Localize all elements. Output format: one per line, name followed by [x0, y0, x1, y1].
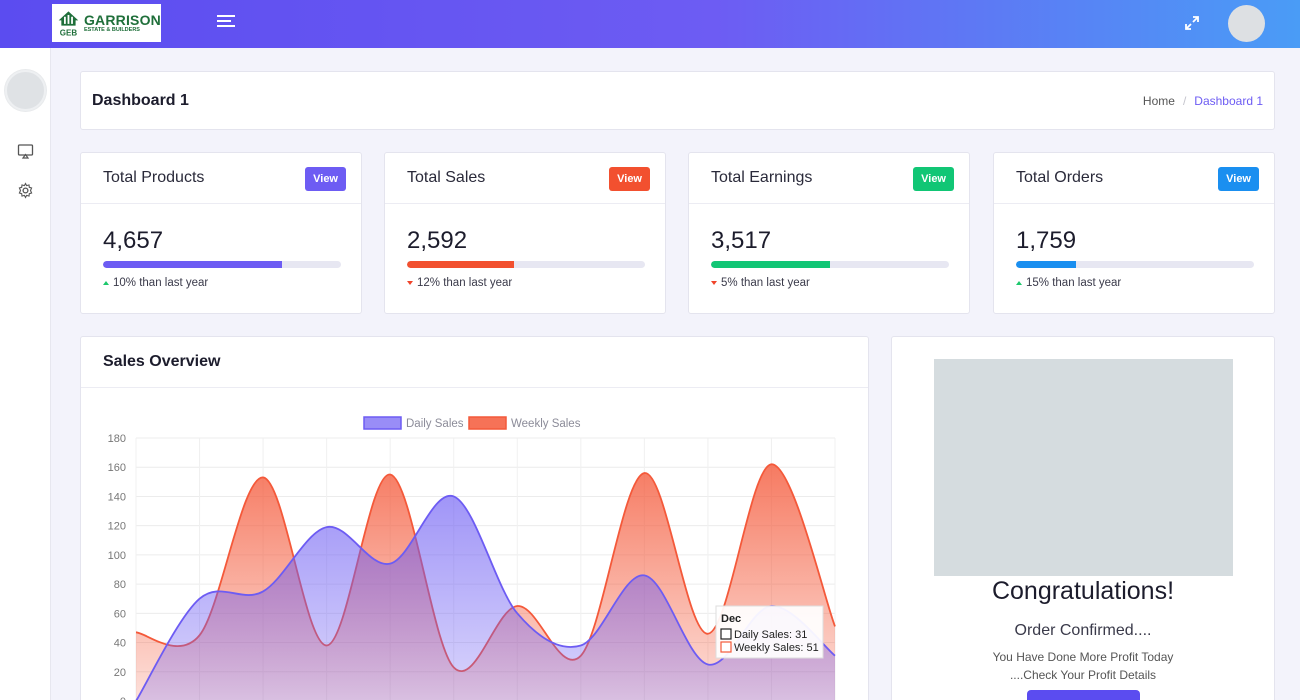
stat-card-products: Total Products View 4,657 10% than last … [80, 152, 362, 314]
legend-label: Daily Sales [406, 418, 464, 430]
tooltip-swatch [720, 641, 732, 653]
sidebar-avatar[interactable] [5, 70, 46, 111]
menu-icon-line [217, 25, 235, 27]
stat-value: 2,592 [407, 227, 468, 254]
trend-up-icon [1016, 281, 1022, 285]
progress-bar [711, 261, 949, 268]
progress-bar [1016, 261, 1254, 268]
stat-trend: 10% than last year [103, 277, 208, 289]
stat-title: Total Earnings [711, 169, 813, 186]
progress-bar-fill [711, 261, 830, 268]
tooltip-line: Daily Sales: 31 [734, 629, 807, 641]
congrats-line-1: You Have Done More Profit Today [992, 650, 1174, 664]
trend-down-icon [711, 281, 717, 285]
legend-label: Weekly Sales [511, 418, 581, 430]
logo-mark-icon: GEB [56, 7, 81, 39]
y-tick-label: 120 [108, 521, 126, 533]
congrats-title: Congratulations! [991, 577, 1175, 605]
top-navbar: GEB GARRISON ESTATE & BUILDERS [0, 0, 1300, 48]
progress-bar-fill [103, 261, 282, 268]
legend-swatch [468, 416, 507, 430]
stat-trend: 5% than last year [711, 277, 810, 289]
stat-value: 4,657 [103, 227, 164, 254]
y-tick-label: 100 [108, 550, 126, 562]
chart-title: Sales Overview [103, 353, 221, 370]
logo-mark-text: GEB [60, 28, 78, 37]
view-orders-button[interactable]: View [1218, 167, 1259, 191]
stat-value: 3,517 [711, 227, 772, 254]
congrats-line-2: ....Check Your Profit Details [1009, 668, 1157, 682]
y-tick-label: 20 [114, 667, 126, 679]
progress-bar [103, 261, 341, 268]
stat-card-sales: Total Sales View 2,592 12% than last yea… [384, 152, 666, 314]
logo-subtitle: ESTATE & BUILDERS [83, 26, 140, 33]
series-area-0 [136, 496, 835, 700]
breadcrumb-current: Dashboard 1 [1194, 94, 1263, 108]
stat-value: 1,759 [1016, 227, 1077, 254]
logo-title: GARRISON [83, 11, 161, 28]
y-tick-label: 140 [108, 491, 126, 503]
y-tick-label: 60 [114, 608, 126, 620]
page-header: Dashboard 1 Home / Dashboard 1 [80, 71, 1275, 130]
stat-note: 10% than last year [113, 277, 209, 289]
view-earnings-button[interactable]: View [913, 167, 954, 191]
breadcrumb-home-link[interactable]: Home [1142, 94, 1175, 108]
trend-up-icon [103, 281, 109, 285]
progress-bar [407, 261, 645, 268]
progress-bar-fill [1016, 261, 1076, 268]
view-sales-button[interactable]: View [609, 167, 650, 191]
stat-trend: 15% than last year [1016, 277, 1121, 289]
y-tick-label: 40 [114, 638, 126, 650]
progress-bar-fill [407, 261, 515, 268]
trend-down-icon [407, 281, 413, 285]
stat-card-earnings: Total Earnings View 3,517 5% than last y… [688, 152, 970, 314]
congrats-subtitle: Order Confirmed.... [1014, 622, 1152, 639]
stat-note: 5% than last year [721, 277, 810, 289]
user-avatar[interactable] [1228, 5, 1265, 42]
tooltip-box [715, 605, 824, 659]
brand-logo[interactable]: GEB GARRISON ESTATE & BUILDERS [52, 4, 161, 42]
fullscreen-expand-icon[interactable] [1184, 15, 1200, 31]
y-tick-label: 80 [114, 579, 126, 591]
menu-icon-line [217, 20, 231, 22]
menu-icon [217, 15, 235, 17]
monitor-icon[interactable] [17, 143, 34, 160]
stat-title: Total Sales [407, 169, 486, 186]
y-tick-label: 160 [108, 462, 126, 474]
tooltip-line: Weekly Sales: 51 [734, 642, 819, 654]
congrats-image [934, 359, 1233, 576]
sidebar [0, 48, 51, 700]
breadcrumb-separator: / [1182, 94, 1187, 108]
series-line-0 [135, 495, 836, 700]
view-products-button[interactable]: View [305, 167, 346, 191]
tooltip-swatch [720, 628, 732, 640]
stat-card-orders: Total Orders View 1,759 15% than last ye… [993, 152, 1275, 314]
stat-title: Total Products [103, 169, 205, 186]
stat-trend: 12% than last year [407, 277, 512, 289]
stat-title: Total Orders [1016, 169, 1104, 186]
congrats-card: Congratulations! Order Confirmed.... You… [891, 336, 1275, 700]
breadcrumb: Home / Dashboard 1 [1143, 94, 1263, 108]
menu-toggle-button[interactable] [217, 15, 237, 31]
page-title: Dashboard 1 [92, 92, 189, 109]
y-tick-label: 0 [120, 696, 126, 700]
stat-note: 15% than last year [1026, 277, 1122, 289]
legend-swatch [363, 416, 402, 430]
sales-chart[interactable]: 0 20 40 60 80 100 120 140 160 180 Daily Sales Weekl… [81, 388, 868, 700]
gear-icon[interactable] [17, 182, 34, 199]
view-details-button[interactable] [1027, 690, 1140, 700]
y-tick-label: 180 [108, 433, 126, 445]
stat-note: 12% than last year [417, 277, 513, 289]
tooltip-title: Dec [721, 613, 741, 625]
sales-overview-card: Sales Overview 0 20 40 60 80 100 120 140 160 180 D… [80, 336, 869, 700]
